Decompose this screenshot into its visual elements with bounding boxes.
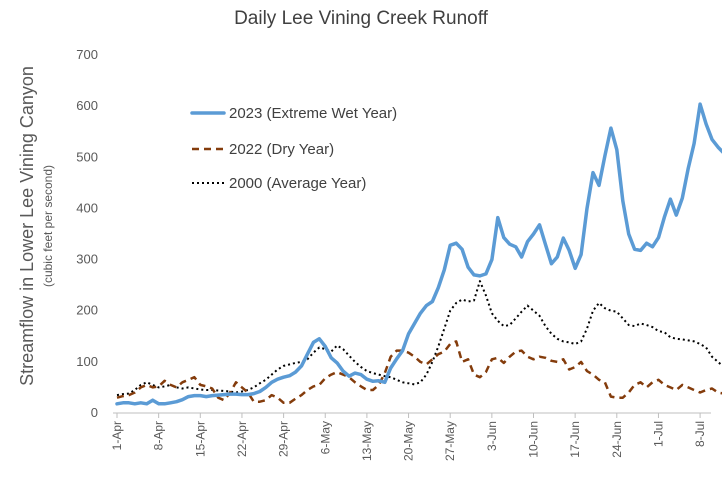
- x-tick-label: 17-Jun: [568, 421, 582, 458]
- y-tick-label: 200: [76, 303, 98, 318]
- y-tick-label: 600: [76, 98, 98, 113]
- x-tick-label: 13-May: [360, 421, 374, 461]
- legend-label-1: 2023 (Extreme Wet Year): [229, 105, 397, 122]
- y-axis-unit-label: (cubic feet per second): [41, 165, 55, 287]
- legend: 2023 (Extreme Wet Year) 2022 (Dry Year) 20…: [190, 105, 397, 192]
- y-tick-label: 100: [76, 354, 98, 369]
- y-axis-label: Streamflow in Lower Lee Vining Canyon: [17, 66, 37, 386]
- series-line-2: [116, 340, 722, 405]
- y-tick-label: 500: [76, 149, 98, 164]
- y-tick-labels: 0 100 200 300 400 500 600 700: [76, 47, 98, 420]
- x-tick-label: 10-Jun: [527, 421, 541, 458]
- x-tick-label: 29-Apr: [277, 421, 291, 457]
- y-tick-label: 300: [76, 252, 98, 267]
- x-tick-label: 27-May: [443, 421, 457, 461]
- y-axis-label-group: Streamflow in Lower Lee Vining Canyon (c…: [17, 66, 55, 386]
- x-tick-label: 24-Jun: [610, 421, 624, 458]
- x-tick-label: 8-Jul: [693, 421, 707, 447]
- series-line-3: [116, 280, 722, 397]
- x-tick-label: 1-Apr: [110, 421, 124, 450]
- x-tick-label: 3-Jun: [485, 421, 499, 451]
- y-tick-label: 400: [76, 200, 98, 215]
- series-line-1: [115, 102, 722, 406]
- y-tick-label: 700: [76, 47, 98, 62]
- x-tick-label: 15-Apr: [193, 421, 207, 457]
- series-layer: [115, 102, 722, 406]
- x-tick-label: 22-Apr: [235, 421, 249, 457]
- y-tick-label: 0: [91, 405, 98, 420]
- chart-title: Daily Lee Vining Creek Runoff: [234, 8, 488, 29]
- legend-label-2: 2022 (Dry Year): [229, 141, 334, 158]
- x-tick-label: 20-May: [402, 421, 416, 461]
- legend-label-3: 2000 (Average Year): [229, 175, 366, 192]
- x-tick-label: 6-May: [318, 421, 332, 454]
- x-tick-label: 1-Jul: [651, 421, 665, 447]
- x-tick-label: 8-Apr: [152, 421, 166, 450]
- x-axis: 1-Apr 8-Apr 15-Apr 22-Apr 29-Apr 6-May 13-May 2…: [110, 412, 711, 461]
